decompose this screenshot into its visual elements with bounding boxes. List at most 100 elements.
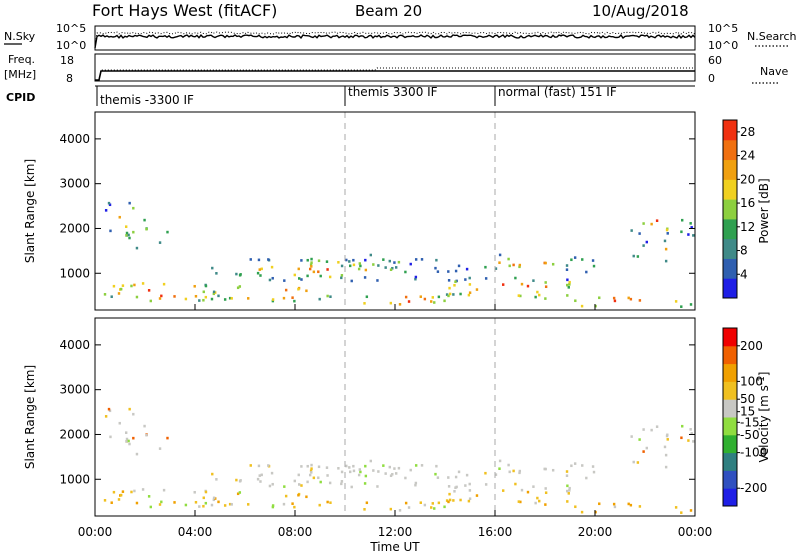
- power-echo-cell: [581, 258, 584, 261]
- velocity-echo-cell: [127, 439, 130, 443]
- noise-right-tick-low: 10^0: [708, 39, 738, 52]
- freq-label-line2: [MHz]: [4, 68, 36, 81]
- colorbar-swatch: [723, 159, 737, 180]
- power-echo-cell: [689, 303, 693, 306]
- velocity-echo-cell: [567, 492, 570, 495]
- power-echo-cell: [124, 225, 128, 228]
- velocity-echo-cell: [293, 479, 296, 483]
- x-tick-label: 04:00: [178, 525, 213, 539]
- velocity-echo-cell: [297, 473, 300, 477]
- velocity-echo-cell: [325, 466, 329, 469]
- velocity-y-axis: 1000 2000 3000 4000: [59, 338, 695, 486]
- velocity-echo-cell: [271, 505, 275, 509]
- velocity-echo-cell: [397, 466, 401, 470]
- power-echo-cell: [310, 265, 313, 268]
- velocity-echo-cell: [291, 502, 294, 505]
- power-echo-cell: [363, 302, 366, 305]
- velocity-echo-cell: [520, 488, 524, 492]
- velocity-echo-cell: [565, 474, 569, 478]
- power-echo-cell: [125, 234, 128, 237]
- velocity-echo-cell: [162, 488, 166, 492]
- velocity-echo-cell: [437, 501, 441, 505]
- power-echo-cell: [337, 260, 340, 264]
- velocity-echo-cell: [414, 483, 417, 487]
- colorbar-tick-label: 200: [740, 339, 763, 353]
- velocity-echo-cell: [630, 435, 633, 438]
- power-echo-cell: [298, 277, 301, 280]
- power-echo-cell: [215, 272, 218, 275]
- power-echo-cell: [434, 266, 437, 270]
- velocity-echo-cell: [508, 470, 511, 474]
- velocity-echo-cell: [130, 490, 133, 494]
- velocity-echo-cell: [271, 504, 275, 507]
- power-echo-cell: [468, 283, 472, 286]
- velocity-echo-cell: [692, 440, 695, 443]
- power-echo-cell: [544, 285, 548, 289]
- power-echo-cell: [544, 297, 547, 300]
- colorbar-tick-label: 20: [740, 172, 755, 186]
- noise-right-tick-high: 10^5: [708, 22, 738, 35]
- colorbar-tick-label: 12: [740, 220, 755, 234]
- velocity-echo-cell: [310, 467, 313, 470]
- colorbar-tick-label: 50: [740, 392, 755, 406]
- power-echo-cell: [674, 300, 678, 303]
- power-echo-cell: [317, 270, 320, 274]
- freq-tick-low: 8: [66, 72, 73, 85]
- velocity-echo-cell: [382, 464, 385, 467]
- velocity-echo-cell: [158, 503, 162, 506]
- power-echo-cell: [573, 256, 577, 259]
- power-echo-cell: [687, 233, 690, 236]
- power-echo-cell: [666, 232, 669, 235]
- colorbar-swatch: [723, 218, 737, 240]
- power-echo-cell: [260, 267, 263, 271]
- velocity-echo-cell: [357, 473, 361, 477]
- x-tick-label: 12:00: [378, 525, 413, 539]
- velocity-echo-cell: [664, 453, 668, 457]
- velocity-echo-cell: [384, 472, 387, 475]
- power-echo-cell: [249, 258, 252, 261]
- power-echo-cell: [566, 278, 569, 282]
- power-echo-cell: [519, 294, 522, 298]
- x-tick-label: 20:00: [578, 525, 613, 539]
- power-echo-cell: [551, 262, 555, 266]
- power-echo-cell: [507, 257, 510, 261]
- power-echo-cell: [520, 282, 524, 286]
- power-echo-cell: [300, 278, 303, 281]
- velocity-echo-cell: [160, 500, 163, 504]
- velocity-echo-cell: [306, 480, 309, 484]
- power-echo-cell: [223, 298, 227, 301]
- velocity-echo-cell: [133, 489, 136, 493]
- power-echo-cell: [384, 266, 387, 269]
- colorbar-tick-label: 28: [740, 125, 755, 139]
- power-echo-cell: [414, 275, 418, 279]
- velocity-echo-cell: [228, 502, 232, 506]
- velocity-echo-cell: [665, 434, 669, 438]
- velocity-echo-cell: [419, 501, 422, 505]
- velocity-echo-cell: [512, 469, 515, 473]
- velocity-echo-cell: [433, 507, 436, 510]
- colorbar-swatch: [723, 278, 737, 299]
- velocity-echo-cell: [204, 501, 208, 505]
- velocity-echo-cell: [645, 446, 648, 450]
- velocity-echo-cell: [409, 468, 412, 472]
- power-echo-cell: [104, 209, 108, 212]
- power-echo-cell: [372, 263, 375, 266]
- nave-tick-low: 0: [708, 72, 715, 85]
- power-echo-cell: [388, 259, 391, 263]
- velocity-echo-cell: [283, 485, 286, 488]
- power-echo-cell: [664, 259, 668, 263]
- power-echo-cell: [690, 226, 693, 229]
- power-echo-cell: [475, 288, 479, 291]
- power-echo-cell: [467, 293, 471, 297]
- velocity-echo-cell: [135, 501, 139, 505]
- power-echo-cell: [293, 273, 296, 277]
- velocity-echo-cell: [388, 465, 391, 469]
- velocity-echo-cell: [544, 503, 547, 506]
- velocity-echo-cell: [445, 499, 449, 502]
- velocity-echo-cell: [364, 474, 368, 478]
- velocity-panel-bg: [95, 318, 695, 516]
- velocity-echo-cell: [594, 510, 597, 514]
- power-echo-cell: [326, 268, 329, 271]
- colorbar-swatch: [723, 399, 737, 418]
- power-echo-cell: [430, 300, 433, 303]
